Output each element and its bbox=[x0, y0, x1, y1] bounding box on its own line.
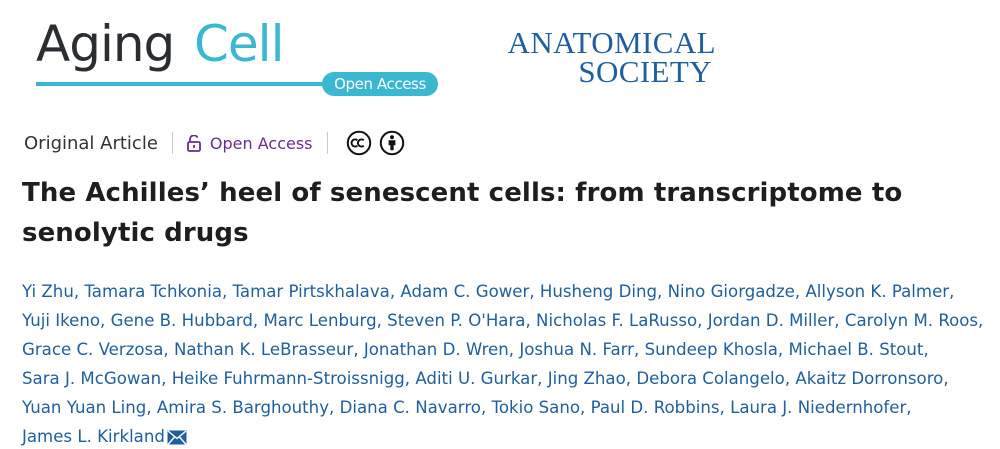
author-link[interactable]: Jing Zhao bbox=[547, 369, 626, 388]
author-link[interactable]: Laura J. Niedernhofer bbox=[730, 398, 907, 417]
open-access-label: Open Access bbox=[209, 133, 313, 153]
creative-commons-icon bbox=[346, 130, 371, 156]
author-link[interactable]: Allyson K. Palmer bbox=[805, 282, 950, 301]
author-link[interactable]: Nathan K. LeBrasseur bbox=[173, 340, 354, 359]
author-link[interactable]: Joshua N. Farr bbox=[519, 340, 635, 359]
author-link[interactable]: Amira S. Barghouthy bbox=[156, 398, 330, 417]
open-access-badge[interactable]: Open Access bbox=[187, 134, 313, 153]
author-separator: , bbox=[794, 282, 806, 301]
author-separator: , bbox=[163, 340, 174, 359]
author-link[interactable]: Heike Fuhrmann-Stroissnigg bbox=[171, 369, 405, 388]
author-link[interactable]: Carolyn M. Roos bbox=[844, 311, 979, 330]
author-separator: , bbox=[376, 311, 388, 330]
author-link[interactable]: Nino Giorgadze bbox=[667, 282, 795, 301]
author-separator: , bbox=[923, 340, 929, 359]
author-separator: , bbox=[161, 369, 172, 388]
author-separator: , bbox=[697, 311, 708, 330]
journal-logo-underline bbox=[36, 82, 326, 86]
author-separator: , bbox=[949, 282, 955, 301]
author-link[interactable]: Steven P. O'Hara bbox=[387, 311, 526, 330]
author-link[interactable]: Tokio Sano bbox=[491, 398, 581, 417]
author-separator: , bbox=[73, 282, 85, 301]
author-link[interactable]: Gene B. Hubbard bbox=[110, 311, 253, 330]
author-link[interactable]: Adam C. Gower bbox=[400, 282, 530, 301]
author-link[interactable]: Sundeep Khosla bbox=[644, 340, 778, 359]
author-separator: , bbox=[906, 398, 912, 417]
author-link[interactable]: Michael B. Stout bbox=[788, 340, 924, 359]
society-logo[interactable]: ANATOMICAL SOCIETY bbox=[460, 25, 716, 89]
article-type: Original Article bbox=[24, 132, 158, 154]
author-separator: , bbox=[634, 340, 645, 359]
author-separator: , bbox=[943, 369, 949, 388]
author-separator: , bbox=[719, 398, 731, 417]
author-separator: , bbox=[389, 282, 401, 301]
author-separator: , bbox=[657, 282, 668, 301]
journal-open-access-pill: Open Access bbox=[322, 72, 438, 96]
author-link[interactable]: Yuji Ikeno bbox=[22, 311, 101, 330]
author-separator: , bbox=[252, 311, 264, 330]
author-separator: , bbox=[508, 340, 520, 359]
author-link[interactable]: Akaitz Dorronsoro bbox=[795, 369, 944, 388]
author-link[interactable]: Nicholas F. LaRusso bbox=[536, 311, 698, 330]
author-separator: , bbox=[329, 398, 340, 417]
author-separator: , bbox=[777, 340, 789, 359]
author-separator: , bbox=[537, 369, 548, 388]
author-link[interactable]: Tamar Pirtskhalava bbox=[232, 282, 390, 301]
journal-logo-word-aging: Aging bbox=[36, 15, 175, 73]
author-link[interactable]: Aditi U. Gurkar bbox=[415, 369, 538, 388]
author-list: Yi Zhu, Tamara Tchkonia, Tamar Pirtskhal… bbox=[22, 277, 984, 449]
author-link[interactable]: Yuan Yuan Ling bbox=[22, 398, 147, 417]
author-separator: , bbox=[625, 369, 637, 388]
author-separator: , bbox=[221, 282, 233, 301]
author-link[interactable]: Tamara Tchkonia bbox=[84, 282, 222, 301]
open-lock-icon bbox=[187, 134, 201, 152]
author-link[interactable]: Yi Zhu bbox=[22, 282, 74, 301]
author-link[interactable]: Diana C. Navarro bbox=[339, 398, 481, 417]
author-link[interactable]: Jonathan D. Wren bbox=[363, 340, 509, 359]
author-separator: , bbox=[525, 311, 537, 330]
author-separator: , bbox=[978, 311, 984, 330]
author-link[interactable]: Sara J. McGowan bbox=[22, 369, 162, 388]
author-link[interactable]: Marc Lenburg bbox=[263, 311, 377, 330]
author-separator: , bbox=[146, 398, 157, 417]
author-separator: , bbox=[834, 311, 845, 330]
license-icons[interactable] bbox=[346, 130, 412, 156]
attribution-icon bbox=[379, 130, 404, 156]
author-separator: , bbox=[580, 398, 591, 417]
author-link[interactable]: Paul D. Robbins bbox=[590, 398, 720, 417]
author-separator: , bbox=[480, 398, 492, 417]
author-separator: , bbox=[784, 369, 796, 388]
author-link[interactable]: James L. Kirkland bbox=[22, 427, 187, 446]
author-separator: , bbox=[529, 282, 540, 301]
author-link[interactable]: Jordan D. Miller bbox=[707, 311, 835, 330]
author-separator: , bbox=[100, 311, 111, 330]
meta-divider bbox=[171, 132, 173, 154]
article-meta-row: Original Article Open Access bbox=[24, 128, 412, 158]
journal-logo-word-cell: Cell bbox=[194, 15, 284, 73]
author-separator: , bbox=[353, 340, 364, 359]
article-title: The Achilles’ heel of senescent cells: f… bbox=[22, 178, 903, 248]
author-link[interactable]: Grace C. Verzosa bbox=[22, 340, 164, 359]
author-separator: , bbox=[404, 369, 416, 388]
author-link[interactable]: Debora Colangelo bbox=[636, 369, 785, 388]
author-link[interactable]: Husheng Ding bbox=[539, 282, 658, 301]
meta-divider-2 bbox=[326, 132, 328, 154]
journal-logo[interactable]: Aging Cell Open Access bbox=[36, 6, 446, 102]
society-logo-line1: ANATOMICAL bbox=[507, 25, 716, 60]
envelope-icon[interactable] bbox=[167, 430, 187, 445]
society-logo-line2: SOCIETY bbox=[578, 54, 712, 89]
